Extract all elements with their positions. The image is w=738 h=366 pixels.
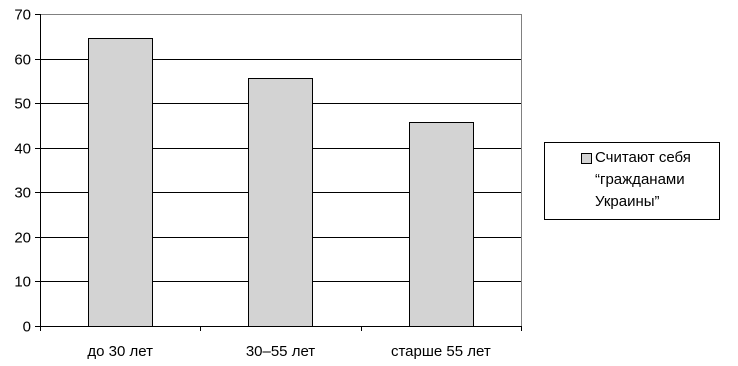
y-axis-ticks: 0 10 20 30 40 50 60 70 xyxy=(14,7,40,336)
legend-swatch xyxy=(581,153,592,164)
y-tick-label: 0 xyxy=(23,319,31,336)
x-tick-label: старше 55 лет xyxy=(391,343,491,360)
bar xyxy=(409,122,474,327)
x-axis-ticks: до 30 лет 30–55 лет старше 55 лет xyxy=(87,326,522,360)
legend: Считают себя “гражданами Украины” xyxy=(544,142,720,220)
y-tick-label: 60 xyxy=(14,52,31,69)
bar xyxy=(248,78,313,327)
y-tick-label: 50 xyxy=(14,96,31,113)
x-tick-label: до 30 лет xyxy=(87,343,153,360)
x-tick-label: 30–55 лет xyxy=(246,343,315,360)
bar xyxy=(88,38,153,327)
y-tick-label: 20 xyxy=(14,230,31,247)
legend-label: Считают себя “гражданами Украины” xyxy=(595,149,691,210)
axes xyxy=(40,14,522,331)
y-tick-label: 40 xyxy=(14,141,31,158)
y-tick-label: 70 xyxy=(14,7,31,24)
bars xyxy=(88,38,474,327)
y-tick-label: 10 xyxy=(14,274,31,291)
y-tick-label: 30 xyxy=(14,185,31,202)
